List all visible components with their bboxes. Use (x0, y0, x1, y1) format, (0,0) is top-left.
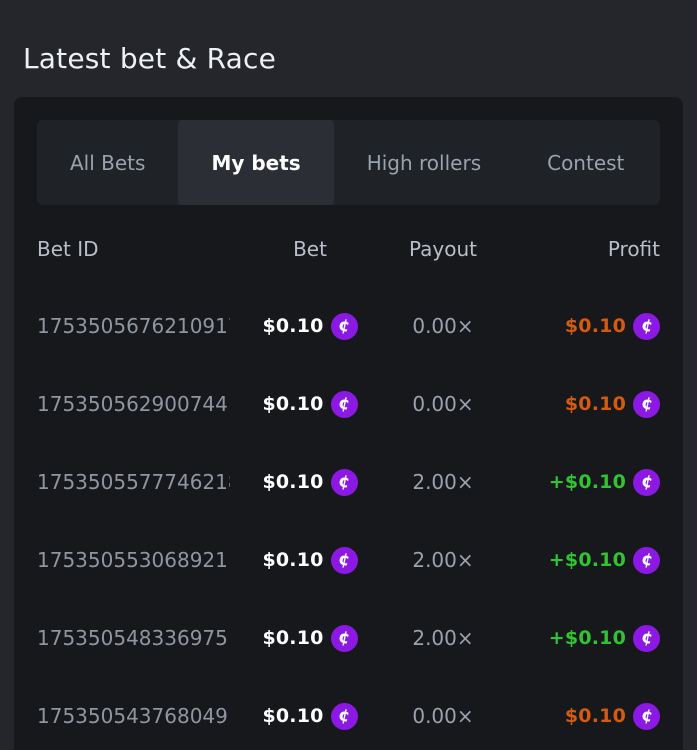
bet-id-cell: 1753505676210917 (37, 314, 230, 338)
coin-icon: ¢ (633, 312, 660, 340)
table-row[interactable]: 1753505676210917 $0.10 ¢ 0.00× $0.10 ¢ (37, 287, 660, 365)
profit-cell: +$0.10 ¢ (548, 624, 660, 652)
table-row[interactable]: 175350543768049 $0.10 ¢ 0.00× $0.10 ¢ (37, 677, 660, 750)
coin-icon: ¢ (330, 390, 358, 418)
profit-amount: $0.10 (564, 315, 626, 337)
bet-cell: $0.10 ¢ (262, 702, 358, 730)
bet-id-cell: 1753505577746218 (37, 470, 230, 494)
tabs: All Bets My bets High rollers Contest (37, 120, 660, 205)
coin-icon: ¢ (330, 468, 358, 496)
bet-cell: $0.10 ¢ (262, 624, 358, 652)
bet-cell: $0.10 ¢ (262, 468, 358, 496)
payout-cell: 0.00× (412, 314, 474, 338)
bet-id-cell: 175350548336975 (37, 626, 228, 650)
page-title: Latest bet & Race (23, 42, 277, 75)
payout-cell: 2.00× (412, 548, 474, 572)
latest-bets-panel: All Bets My bets High rollers Contest Bet I… (14, 97, 683, 750)
header-profit: Profit (607, 237, 660, 261)
table-row[interactable]: 175350553068921 $0.10 ¢ 2.00× +$0.10 ¢ (37, 521, 660, 599)
table-row[interactable]: 175350548336975 $0.10 ¢ 2.00× +$0.10 ¢ (37, 599, 660, 677)
profit-amount: +$0.10 (548, 549, 626, 571)
bet-cell: $0.10 ¢ (262, 312, 358, 340)
coin-icon: ¢ (633, 390, 660, 418)
payout-cell: 0.00× (412, 704, 474, 728)
payout-cell: 2.00× (412, 626, 474, 650)
bet-amount: $0.10 (262, 705, 324, 727)
bet-id-cell: 175350562900744 (37, 392, 228, 416)
tab-high-rollers[interactable]: High rollers (366, 150, 482, 175)
profit-cell: +$0.10 ¢ (548, 546, 660, 574)
header-bet-id: Bet ID (37, 237, 99, 261)
coin-icon: ¢ (330, 312, 358, 340)
bet-amount: $0.10 (262, 549, 324, 571)
coin-icon: ¢ (633, 702, 660, 730)
table-header-row: Bet ID Bet Payout Profit (37, 229, 660, 269)
bets-table: Bet ID Bet Payout Profit 175350567621091… (37, 229, 660, 750)
profit-amount: +$0.10 (548, 471, 626, 493)
tab-all-bets[interactable]: All Bets (70, 150, 146, 175)
profit-cell: $0.10 ¢ (564, 702, 660, 730)
coin-icon: ¢ (633, 546, 660, 574)
bet-id-cell: 175350543768049 (37, 704, 228, 728)
profit-amount: $0.10 (564, 393, 626, 415)
tab-contest[interactable]: Contest (547, 150, 625, 175)
header-bet: Bet (293, 237, 327, 261)
header-payout: Payout (408, 237, 477, 261)
profit-amount: $0.10 (564, 705, 626, 727)
coin-icon: ¢ (330, 546, 358, 574)
coin-icon: ¢ (633, 468, 660, 496)
table-row[interactable]: 175350562900744 $0.10 ¢ 0.00× $0.10 ¢ (37, 365, 660, 443)
bet-cell: $0.10 ¢ (262, 546, 358, 574)
bet-cell: $0.10 ¢ (262, 390, 358, 418)
payout-cell: 2.00× (412, 470, 474, 494)
bet-amount: $0.10 (262, 627, 324, 649)
profit-cell: $0.10 ¢ (564, 390, 660, 418)
profit-cell: +$0.10 ¢ (548, 468, 660, 496)
coin-icon: ¢ (330, 702, 358, 730)
table-row[interactable]: 1753505577746218 $0.10 ¢ 2.00× +$0.10 ¢ (37, 443, 660, 521)
profit-cell: $0.10 ¢ (564, 312, 660, 340)
profit-amount: +$0.10 (548, 627, 626, 649)
bet-amount: $0.10 (262, 315, 324, 337)
coin-icon: ¢ (633, 624, 660, 652)
payout-cell: 0.00× (412, 392, 474, 416)
tab-my-bets[interactable]: My bets (178, 120, 334, 205)
bet-id-cell: 175350553068921 (37, 548, 228, 572)
coin-icon: ¢ (330, 624, 358, 652)
bet-amount: $0.10 (262, 471, 324, 493)
table-body: 1753505676210917 $0.10 ¢ 0.00× $0.10 ¢ 1… (37, 287, 660, 750)
bet-amount: $0.10 (262, 393, 324, 415)
